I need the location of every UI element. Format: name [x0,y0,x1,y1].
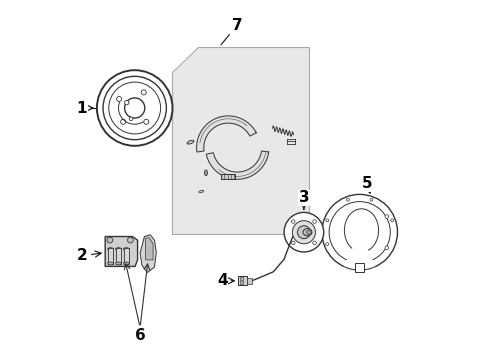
Polygon shape [196,116,256,152]
Bar [239,281,243,284]
Circle shape [369,198,372,201]
Circle shape [129,117,133,121]
Circle shape [297,226,310,239]
Circle shape [284,212,323,252]
Ellipse shape [123,248,129,251]
Circle shape [143,119,148,124]
Circle shape [328,202,389,263]
Ellipse shape [187,140,194,144]
Ellipse shape [199,190,203,193]
Text: 4: 4 [216,273,234,288]
Text: 1: 1 [77,100,93,116]
Circle shape [127,237,133,243]
Bar [107,248,113,264]
Circle shape [306,230,310,234]
Ellipse shape [344,209,378,252]
Circle shape [121,119,125,124]
Circle shape [97,70,172,146]
Circle shape [204,172,206,174]
Circle shape [321,194,397,270]
Ellipse shape [115,262,121,265]
Text: 7: 7 [221,18,242,45]
Circle shape [291,220,294,223]
Circle shape [107,237,113,243]
Text: 6: 6 [135,328,146,343]
Ellipse shape [303,229,311,236]
Circle shape [124,100,129,105]
Circle shape [325,219,328,222]
Bar [238,276,247,285]
Text: 3: 3 [298,190,308,209]
Bar [239,277,243,280]
Ellipse shape [123,262,129,265]
Circle shape [390,219,393,222]
Circle shape [325,243,328,246]
Circle shape [292,221,315,244]
Polygon shape [206,151,268,179]
Polygon shape [145,238,153,260]
Bar [247,278,251,284]
Circle shape [141,90,146,95]
Bar [221,174,235,179]
Ellipse shape [107,248,113,251]
Circle shape [384,246,388,250]
Bar [115,248,121,264]
Ellipse shape [115,248,121,251]
Ellipse shape [107,262,113,265]
Polygon shape [105,237,137,266]
Circle shape [312,241,316,245]
Wedge shape [343,232,375,271]
Polygon shape [140,235,156,273]
Bar [123,248,129,264]
Text: 5: 5 [361,176,371,193]
Polygon shape [172,47,309,234]
Circle shape [346,198,348,201]
Circle shape [116,96,122,102]
Circle shape [312,220,316,223]
Circle shape [291,241,294,245]
Text: 2: 2 [77,248,101,263]
Ellipse shape [204,170,207,176]
Bar [355,263,363,272]
Circle shape [384,215,388,218]
